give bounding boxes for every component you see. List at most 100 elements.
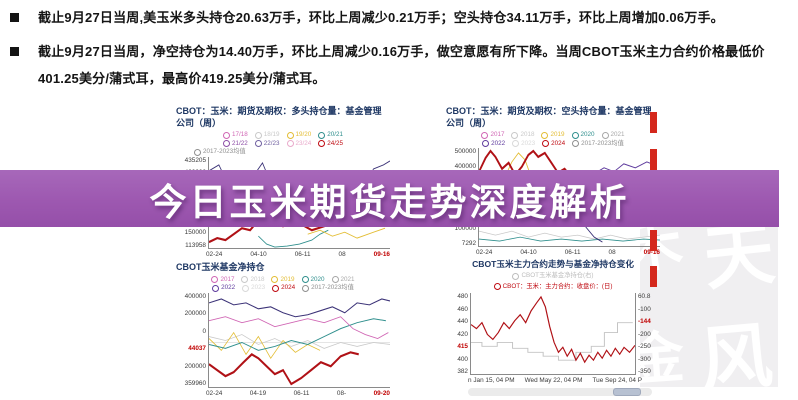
axis-tick: 09-20 [373, 389, 390, 397]
red-marker-bar [650, 149, 657, 170]
legend-item: 2024 [542, 140, 565, 149]
legend-item: 17/18 [222, 131, 248, 140]
legend-item: 2017-2023均值 [194, 148, 246, 157]
series-marker-icon [331, 276, 339, 284]
series-marker-icon [512, 140, 520, 148]
legend-item: 23/24 [286, 140, 311, 149]
x-axis: 02-24 04-19 06-11 08- 09-20 [176, 390, 390, 397]
axis-tick: 113958 [185, 241, 206, 249]
summary-bullets: 截止9月27日当周,美玉米多头持仓20.63万手，环比上周减少0.21万手；空头… [0, 4, 788, 99]
axis-tick: -350 [638, 368, 651, 375]
axis-tick: 08 [608, 249, 616, 257]
watermark-glyph: 风 [696, 316, 776, 387]
axis-tick: 440 [457, 318, 468, 325]
axis-tick: -300 [638, 355, 651, 363]
y-axis: 400000 200000 0 44037 200000 359960 [176, 293, 208, 388]
range-scrollbar[interactable] [468, 388, 652, 396]
axis-tick: 382 [457, 368, 468, 375]
series-marker-icon [286, 140, 294, 148]
legend-item: 22/23 [254, 140, 280, 149]
series-marker-icon [318, 140, 326, 148]
series-marker-icon [542, 140, 550, 148]
chart-price-vs-net: CBOT玉米主力合约走势与基金净持仓变化 CBOT玉米基金净持仓(右) CBOT… [444, 259, 662, 396]
x-axis: n Jan 15, 04 PM Wed May 22, 04 PM Tue Sep … [444, 377, 662, 384]
series-marker-icon [271, 276, 279, 284]
legend-item: 20/21 [318, 131, 343, 140]
watermark-glyph: 天 [700, 227, 778, 299]
axis-tick: 480 [457, 293, 468, 300]
red-marker-bar [650, 112, 657, 133]
axis-tick: -250 [638, 343, 651, 350]
x-axis: 02-24 04-10 06-11 08 09-16 [446, 249, 660, 256]
headline-banner: 今日玉米期货走势深度解析 [0, 170, 779, 227]
axis-tick: 02-24 [206, 389, 223, 397]
legend-item: 24/25 [318, 140, 343, 149]
legend-item: 18/19 [254, 131, 280, 140]
y-axis-right: 60.8 -100 -144 -200 -250 -300 -350 [636, 293, 662, 375]
chart-legend: 2017-2023均值 [176, 148, 390, 157]
bullet-text: 截止9月27日当周，净空持仓为14.40万手，环比上周减少0.16万手，做空意愿… [38, 44, 765, 86]
axis-tick: 200000 [184, 310, 206, 318]
axis-tick: 420 [457, 330, 468, 338]
bullet-square-icon [10, 47, 19, 56]
chart-legend: 2017 2018 2019 2020 2021 [176, 276, 390, 285]
chart-legend: 2017 2018 2019 2020 2021 [446, 131, 660, 140]
legend-item: CBOT：玉米：主力合约：收盘价：(日) [493, 283, 612, 292]
legend-item: 2019 [541, 131, 565, 140]
axis-tick: 08 [338, 250, 346, 258]
chart-legend: 2022 2023 2024 2017-2023均值 [446, 140, 660, 149]
chart-legend: CBOT玉米基金净持仓(右) [512, 272, 594, 281]
axis-tick: 08- [336, 389, 347, 397]
chart-legend: 21/22 22/23 23/24 24/25 [176, 140, 390, 149]
legend-item: 2021 [331, 276, 355, 285]
chart-legend: 17/18 18/19 19/20 20/21 [176, 131, 390, 140]
series-marker-icon [222, 140, 230, 148]
axis-tick: 04-19 [249, 389, 267, 397]
axis-tick: -144 [638, 318, 651, 325]
axis-tick: 7292 [461, 240, 476, 247]
range-scrollbar-handle[interactable] [613, 388, 641, 396]
series-marker-icon [482, 140, 490, 148]
bullet-text: 截止9月27日当周,美玉米多头持仓20.63万手，环比上周减少0.21万手；空头… [38, 10, 724, 25]
series-marker-icon [512, 272, 520, 280]
legend-item: 19/20 [286, 131, 311, 140]
legend-item: 2017 [211, 276, 234, 285]
axis-tick: 400 [457, 355, 468, 363]
axis-tick: 04-10 [250, 250, 267, 258]
plot-area [208, 292, 390, 388]
series-marker-icon [572, 140, 580, 148]
chart-legend: 2022 2023 2024 2017-2023均值 [176, 284, 390, 293]
chart-title: CBOT：玉米：期货及期权：多头持仓量：基金管理公司（周） [176, 106, 382, 128]
series-marker-icon [194, 148, 201, 156]
axis-tick: 435205 [184, 156, 206, 164]
axis-tick: Tue Sep 24, 04 P [592, 377, 642, 384]
series-marker-icon [286, 131, 294, 139]
axis-tick: 150000 [184, 229, 206, 237]
series-marker-icon [493, 283, 501, 291]
axis-tick: 200000 [184, 362, 206, 370]
axis-tick: n Jan 15, 04 PM [468, 377, 515, 384]
legend-item: 21/22 [222, 140, 248, 149]
legend-item: 2023 [512, 140, 535, 149]
axis-tick: 02-24 [476, 249, 493, 257]
legend-item: 2021 [601, 131, 625, 140]
axis-tick: 06-11 [564, 249, 581, 257]
axis-tick: 400000 [454, 163, 476, 171]
legend-item: 2018 [241, 276, 264, 285]
axis-tick: 359960 [184, 380, 206, 388]
series-marker-icon [511, 131, 519, 139]
axis-tick: 06-11 [294, 250, 311, 258]
axis-tick: 500000 [454, 148, 476, 156]
series-marker-icon [212, 284, 220, 292]
legend-item: 2022 [482, 140, 505, 149]
series-marker-icon [541, 131, 549, 139]
series-marker-icon [318, 131, 326, 139]
legend-item: 2017-2023均值 [572, 140, 624, 149]
series-marker-icon [241, 276, 249, 284]
series-marker-icon [222, 131, 230, 139]
series-marker-icon [242, 284, 250, 292]
axis-tick: 44037 [188, 345, 206, 353]
axis-tick: 100000 [454, 224, 476, 232]
axis-tick: 04-10 [520, 249, 537, 257]
legend-item: 2020 [571, 131, 595, 140]
